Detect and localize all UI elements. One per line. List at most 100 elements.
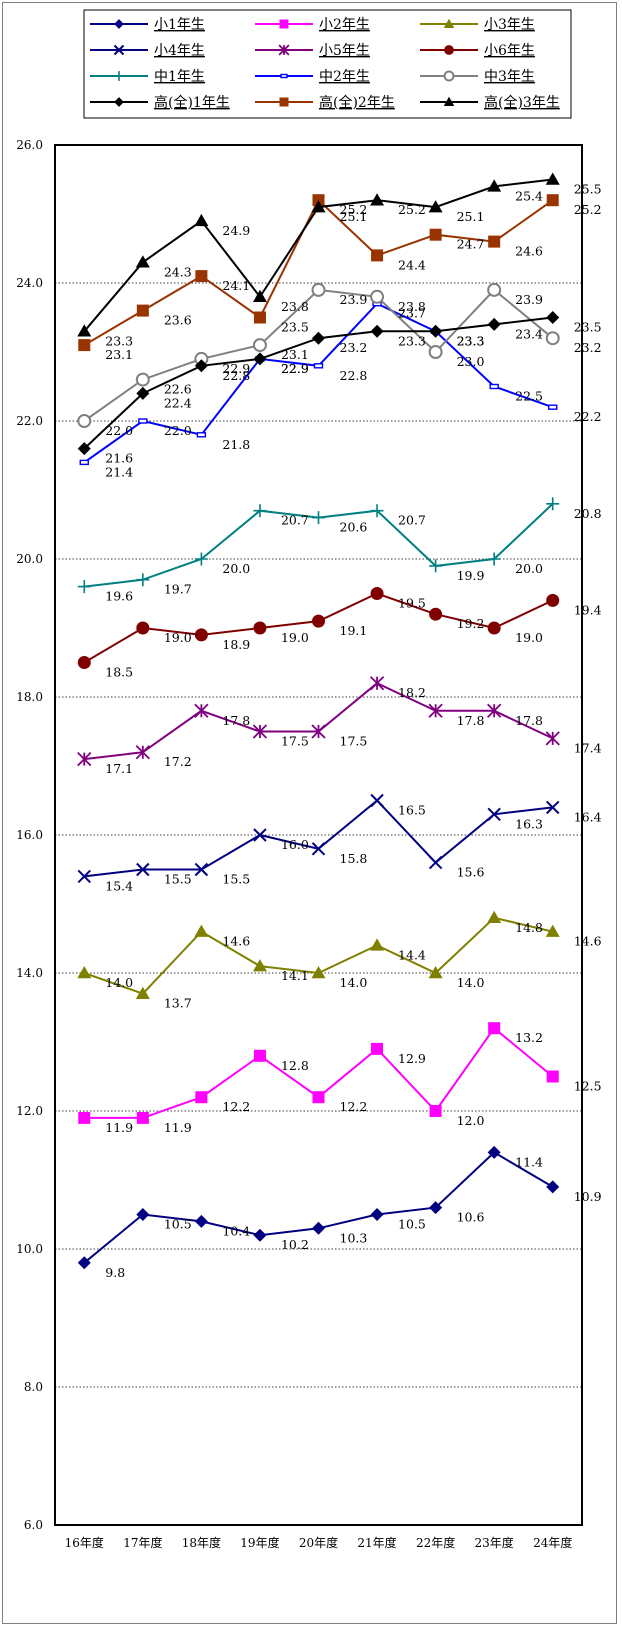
data-label: 22.9 — [281, 361, 309, 376]
y-tick-label: 26.0 — [16, 138, 43, 152]
series — [77, 793, 560, 884]
marker — [194, 628, 208, 642]
data-label: 23.0 — [457, 354, 485, 369]
marker — [113, 44, 125, 56]
data-label: 16.0 — [281, 837, 309, 852]
data-label: 23.8 — [398, 299, 426, 314]
data-label: 19.7 — [164, 582, 192, 597]
marker — [311, 724, 326, 739]
marker — [311, 842, 326, 856]
marker — [280, 73, 288, 79]
data-label: 20.7 — [281, 513, 309, 528]
data-label: 24.7 — [457, 237, 485, 252]
data-label: 21.6 — [105, 451, 133, 466]
marker — [546, 1070, 559, 1083]
data-label: 12.0 — [457, 1113, 485, 1128]
marker — [136, 862, 150, 877]
x-axis: 16年度 17年度 18年度 19年度 20年度 21年度 22年度 23年度 24年度 — [65, 1535, 573, 1550]
marker — [443, 96, 455, 106]
marker — [428, 703, 443, 718]
marker — [252, 724, 268, 739]
x-tick-label: 16年度 — [65, 1535, 104, 1550]
marker — [194, 862, 209, 877]
marker — [487, 910, 502, 924]
data-label: 14.6 — [222, 934, 250, 949]
data-label: 15.6 — [457, 865, 485, 880]
legend-label: 小4年生 — [154, 43, 205, 59]
x-tick-label: 17年度 — [123, 1535, 162, 1550]
data-label: 21.8 — [222, 437, 250, 452]
data-label: 19.2 — [457, 616, 485, 631]
data-label: 25.2 — [398, 202, 426, 217]
marker — [77, 656, 91, 669]
data-label: 17.8 — [515, 713, 543, 728]
marker — [253, 828, 267, 842]
data-label: 23.9 — [340, 292, 368, 307]
legend-label: 小3年生 — [484, 17, 535, 33]
marker — [312, 1091, 325, 1104]
legend-item: 小6年生 — [420, 43, 535, 59]
data-label: 20.0 — [515, 561, 543, 576]
marker — [487, 621, 501, 635]
marker — [311, 966, 326, 979]
marker — [370, 938, 385, 951]
x-tick-label: 24年度 — [533, 1535, 572, 1550]
marker — [370, 289, 385, 304]
legend-label: 小1年生 — [154, 17, 205, 33]
legend-label: 中2年生 — [319, 69, 370, 85]
data-label: 12.9 — [398, 1051, 426, 1066]
data-label: 21.4 — [105, 464, 133, 479]
marker — [429, 1201, 443, 1215]
legend-item: 高(全)3年生 — [420, 94, 560, 111]
data-label: 23.5 — [574, 320, 602, 335]
data-label: 19.5 — [398, 596, 426, 611]
marker — [195, 1091, 208, 1104]
marker — [428, 966, 443, 979]
legend-item: 小2年生 — [255, 17, 370, 33]
data-label: 23.5 — [281, 320, 309, 335]
data-label: 13.2 — [515, 1030, 543, 1045]
data-label: 23.3 — [105, 333, 133, 348]
marker — [371, 1042, 384, 1055]
marker — [370, 504, 384, 518]
data-label: 22.9 — [222, 361, 250, 376]
data-label: 22.4 — [164, 395, 192, 410]
marker — [311, 200, 326, 213]
series-line — [83, 1151, 554, 1264]
legend-item: 中3年生 — [420, 69, 535, 85]
marker — [77, 580, 91, 594]
data-labels: 9.8 10.5 10.4 10.2 10.3 10.5 10.6 11.4 10.9 11.9 1… — [105, 182, 601, 1280]
legend-item: 小1年生 — [90, 17, 205, 33]
y-tick-label: 8.0 — [24, 1380, 43, 1394]
legend-item: 高(全)1年生 — [90, 94, 230, 111]
x-tick-label: 21年度 — [357, 1535, 396, 1550]
marker — [428, 345, 443, 359]
x-tick-label: 23年度 — [475, 1535, 514, 1550]
x-tick-label: 18年度 — [182, 1535, 221, 1550]
data-label: 17.4 — [574, 740, 602, 755]
data-label: 14.4 — [398, 947, 426, 962]
data-label: 23.1 — [281, 347, 309, 362]
legend-label: 小6年生 — [484, 43, 535, 59]
data-label: 20.8 — [574, 506, 602, 521]
y-tick-label: 6.0 — [24, 1518, 43, 1532]
marker — [546, 497, 560, 511]
series — [78, 1022, 559, 1124]
marker — [136, 573, 150, 587]
marker — [253, 352, 267, 366]
data-label: 23.2 — [574, 340, 602, 355]
marker — [443, 18, 455, 28]
legend-label: 中1年生 — [154, 69, 205, 85]
marker — [114, 19, 124, 29]
marker — [78, 1111, 91, 1124]
marker — [443, 70, 455, 82]
data-label: 24.4 — [398, 257, 426, 272]
series — [77, 282, 560, 428]
data-label: 25.5 — [574, 182, 602, 197]
data-label: 12.5 — [574, 1079, 602, 1094]
data-label: 22.8 — [222, 368, 250, 383]
marker — [194, 213, 209, 227]
legend-item: 中2年生 — [255, 69, 370, 85]
legend-item: 高(全)2年生 — [255, 94, 395, 111]
